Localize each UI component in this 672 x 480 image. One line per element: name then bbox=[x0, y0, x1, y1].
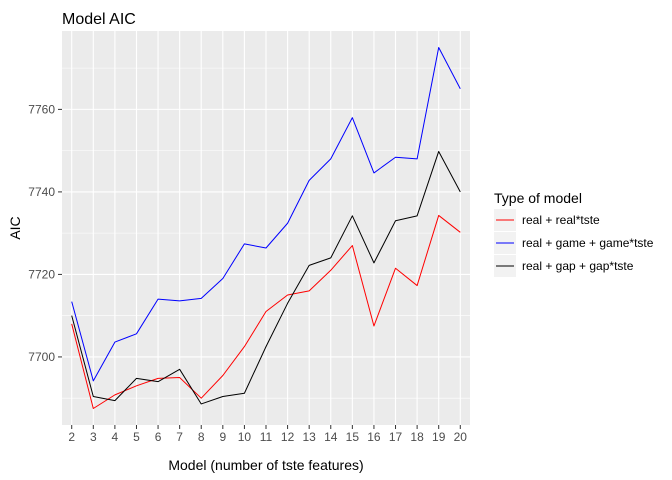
gridlines bbox=[62, 31, 470, 425]
x-tick-label: 10 bbox=[238, 430, 252, 444]
series-lines bbox=[71, 47, 461, 409]
chart-title: Model AIC bbox=[62, 11, 136, 28]
x-tick-label: 19 bbox=[432, 430, 446, 444]
legend-label: real + real*tste bbox=[522, 213, 600, 227]
y-tick-label: 7760 bbox=[28, 102, 55, 116]
x-tick-label: 9 bbox=[219, 430, 226, 444]
legend-title: Type of model bbox=[494, 190, 582, 206]
y-tick-label: 7720 bbox=[28, 267, 55, 281]
x-tick-label: 4 bbox=[112, 430, 119, 444]
y-tick-label: 7740 bbox=[28, 185, 55, 199]
x-tick-label: 20 bbox=[454, 430, 468, 444]
y-axis-title: AIC bbox=[7, 216, 23, 239]
x-tick-label: 18 bbox=[410, 430, 424, 444]
x-tick-label: 14 bbox=[324, 430, 338, 444]
x-tick-label: 3 bbox=[90, 430, 97, 444]
x-tick-label: 17 bbox=[389, 430, 403, 444]
x-tick-label: 16 bbox=[367, 430, 381, 444]
series-line-2 bbox=[71, 47, 461, 382]
x-tick-label: 7 bbox=[176, 430, 183, 444]
x-tick-label: 15 bbox=[346, 430, 360, 444]
legend: Type of model real + real*tste real + gam… bbox=[494, 190, 654, 277]
x-axis: 2 3 4 5 6 7 8 9 10 11 12 13 14 15 16 17 18 19 20 bbox=[68, 425, 467, 444]
series-line-3 bbox=[71, 150, 461, 405]
y-axis: 7700 7720 7740 7760 bbox=[28, 102, 62, 364]
series-line-1 bbox=[71, 214, 461, 409]
x-tick-label: 13 bbox=[302, 430, 316, 444]
x-tick-label: 5 bbox=[133, 430, 140, 444]
x-axis-title: Model (number of tste features) bbox=[168, 457, 363, 473]
x-tick-label: 6 bbox=[155, 430, 162, 444]
y-tick-label: 7700 bbox=[28, 350, 55, 364]
x-tick-label: 8 bbox=[198, 430, 205, 444]
legend-label: real + gap + gap*tste bbox=[522, 259, 634, 273]
x-tick-label: 2 bbox=[68, 430, 75, 444]
legend-label: real + game + game*tste bbox=[522, 236, 654, 250]
x-tick-label: 12 bbox=[281, 430, 295, 444]
x-tick-label: 11 bbox=[260, 430, 273, 444]
